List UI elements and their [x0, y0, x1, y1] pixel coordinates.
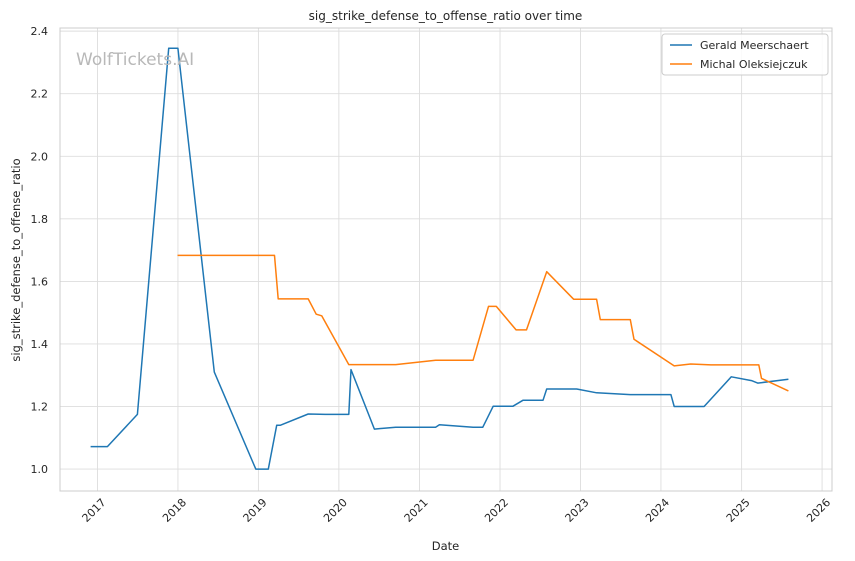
- x-tick-label: 2018: [160, 496, 189, 525]
- x-axis-ticks: 2017 2018 2019 2020 2021 2022 2023 2024 2025 2026: [80, 496, 834, 525]
- x-tick-label: 2020: [321, 496, 350, 525]
- x-axis-title: Date: [432, 539, 460, 553]
- legend-box: [661, 33, 829, 76]
- legend-label: Michal Oleksiejczuk: [700, 58, 808, 71]
- x-tick-label: 2019: [241, 496, 270, 525]
- y-tick-label: 1.2: [31, 401, 49, 414]
- x-tick-label: 2021: [402, 496, 431, 525]
- legend: Gerald Meerschaert Michal Oleksiejczuk: [661, 33, 829, 76]
- x-tick-label: 2024: [643, 496, 672, 525]
- y-axis-title: sig_strike_defense_to_offense_ratio: [9, 158, 23, 361]
- plot-area: [59, 27, 833, 492]
- y-tick-label: 1.8: [31, 213, 49, 226]
- plot-frame: [59, 27, 833, 492]
- series-line-0: [90, 47, 789, 470]
- y-axis-ticks: 1.0 1.2 1.4 1.6 1.8 2.0 2.2 2.4: [31, 25, 49, 476]
- legend-label: Gerald Meerschaert: [700, 39, 809, 52]
- x-tick-label: 2025: [724, 496, 753, 525]
- plot-background: [60, 28, 832, 491]
- x-tick-label: 2017: [80, 496, 109, 525]
- y-tick-label: 1.6: [31, 275, 49, 288]
- series-line-1: [177, 254, 789, 392]
- watermark: WolfTickets.AI: [76, 50, 194, 70]
- x-tick-label: 2022: [482, 496, 511, 525]
- y-tick-label: 2.4: [31, 25, 49, 38]
- y-tick-label: 2.2: [31, 88, 49, 101]
- y-tick-label: 1.4: [31, 338, 49, 351]
- y-tick-label: 2.0: [31, 150, 49, 163]
- x-tick-label: 2026: [804, 496, 833, 525]
- chart-title: sig_strike_defense_to_offense_ratio over…: [309, 9, 583, 23]
- x-tick-label: 2023: [563, 496, 592, 525]
- y-tick-label: 1.0: [31, 463, 49, 476]
